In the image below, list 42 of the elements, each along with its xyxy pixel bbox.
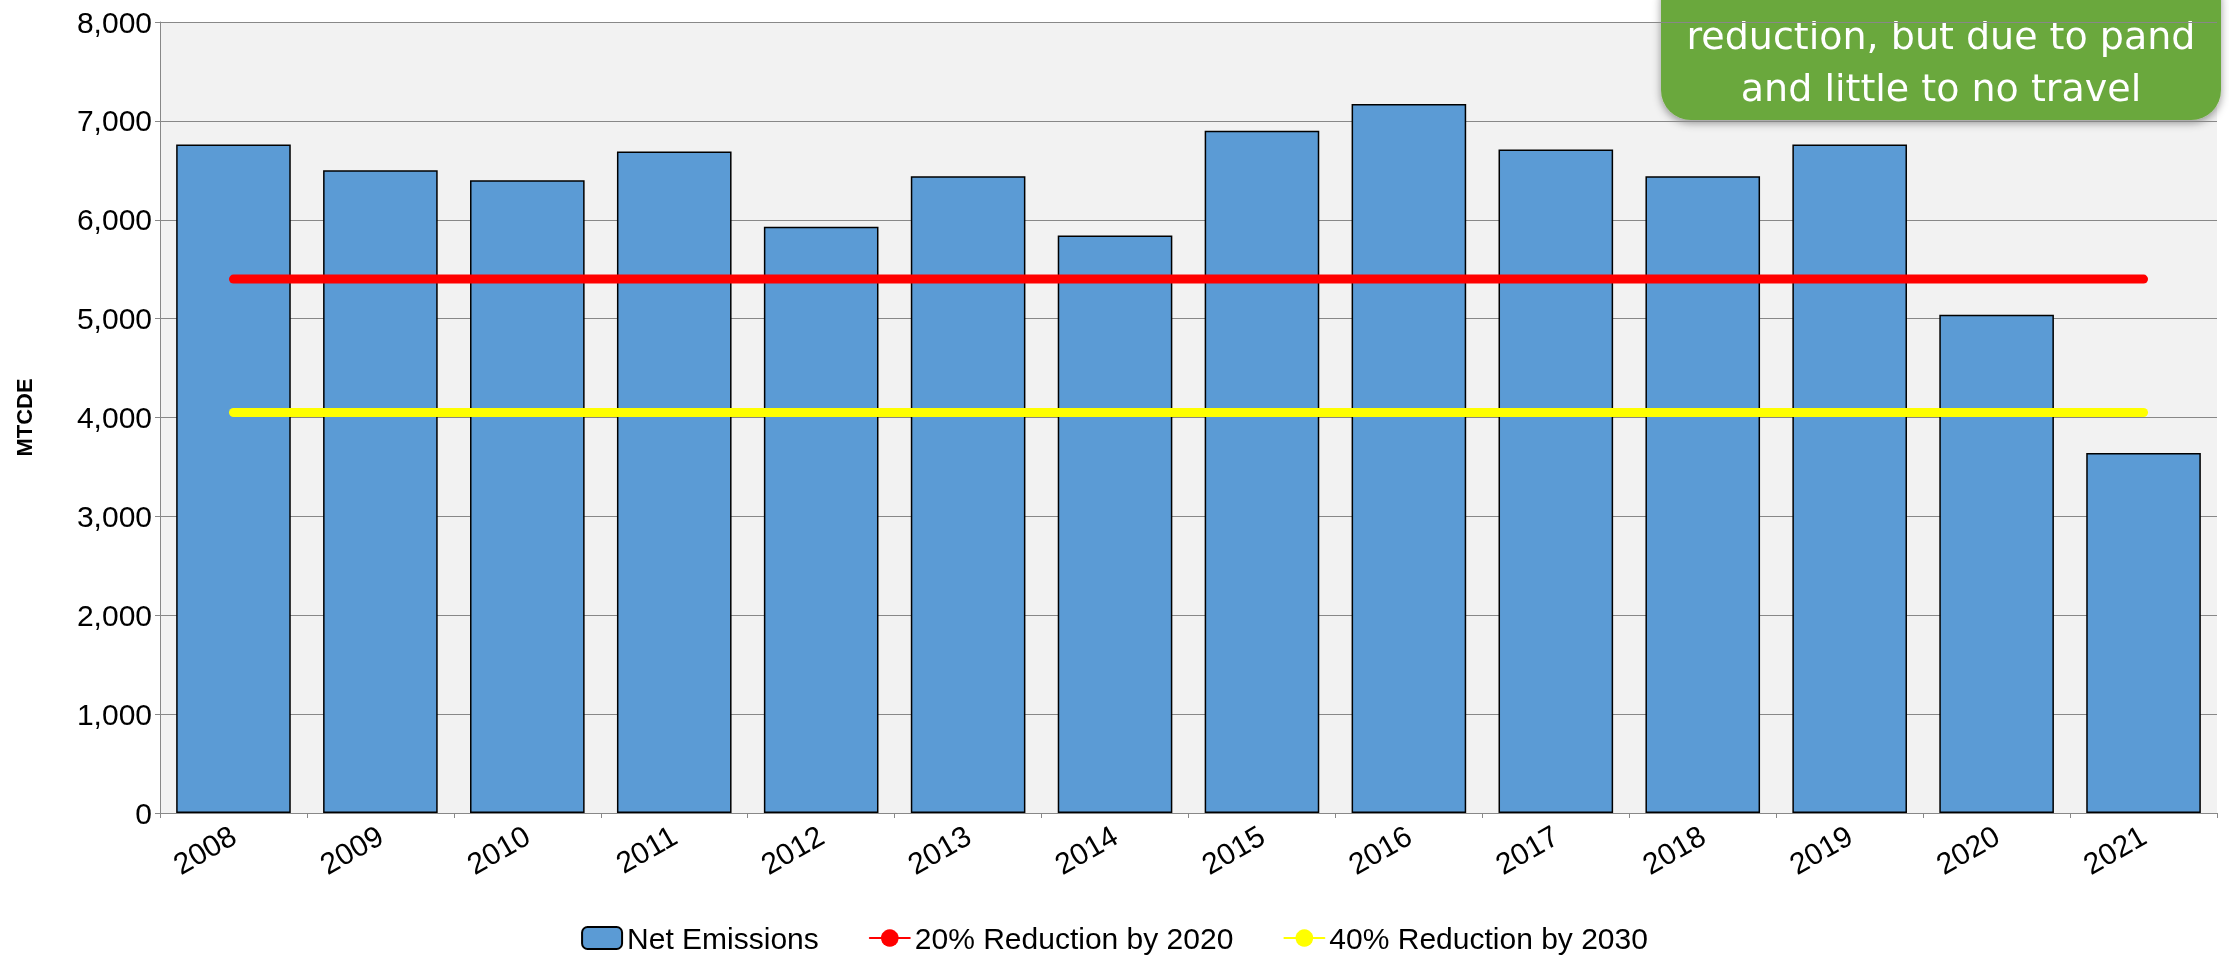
x-tick-label: 2020 — [1930, 818, 2005, 881]
x-tick-label: 2015 — [1195, 818, 1271, 881]
x-tick-label: 2014 — [1049, 818, 1124, 881]
y-tick-label: 4,000 — [76, 401, 152, 434]
x-tick-label: 2013 — [902, 818, 977, 881]
x-tick-label: 2016 — [1342, 818, 1418, 881]
bar — [176, 144, 291, 813]
bar — [1645, 176, 1761, 813]
bar — [616, 151, 732, 813]
x-tick-label: 2021 — [2077, 818, 2152, 881]
bar — [763, 226, 879, 813]
bar — [1204, 130, 1320, 813]
bar — [910, 176, 1026, 813]
bar — [1351, 104, 1467, 813]
y-tick-label: 2,000 — [76, 598, 152, 632]
bar — [1498, 149, 1614, 813]
y-tick-label: 7,000 — [76, 104, 152, 138]
bar — [323, 170, 438, 813]
legend-label: Net Emissions — [627, 921, 819, 955]
bar — [1939, 314, 2054, 813]
x-tick-label: 2018 — [1636, 818, 1711, 881]
x-tick-label: 2010 — [461, 818, 536, 881]
x-tick-label: 2019 — [1783, 818, 1858, 881]
y-tick-label: 5,000 — [76, 302, 152, 336]
y-tick-label: 8,000 — [76, 5, 152, 39]
y-axis-title: MTCDE — [11, 378, 37, 457]
legend-label: 20% Reduction by 2020 — [914, 921, 1234, 955]
x-tick-label: 2008 — [167, 818, 242, 881]
x-tick-label: 2012 — [755, 818, 830, 881]
bar — [1792, 144, 1907, 813]
bar — [470, 180, 585, 813]
y-tick-label: 0 — [135, 796, 152, 830]
annotation: reduction, but due to pand and little to no travel — [1686, 14, 2196, 110]
bar — [1057, 235, 1173, 813]
bar — [2086, 453, 2201, 813]
y-tick-label: 3,000 — [76, 499, 152, 533]
y-tick-label: 1,000 — [76, 697, 152, 731]
x-tick-label: 2009 — [314, 818, 389, 881]
x-tick-label: 2017 — [1489, 818, 1565, 881]
y-tick-label: 6,000 — [76, 203, 152, 237]
legend-label: 40% Reduction by 2030 — [1329, 921, 1648, 955]
x-tick-label: 2011 — [610, 818, 683, 880]
